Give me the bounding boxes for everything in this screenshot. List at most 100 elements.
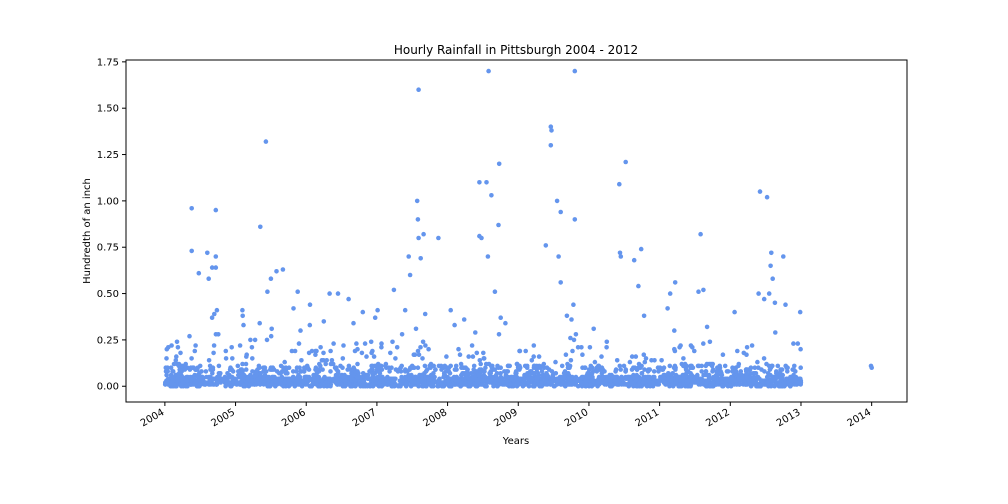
- data-point: [343, 382, 349, 387]
- data-point: [608, 382, 613, 387]
- data-point: [292, 348, 298, 354]
- x-tick-label: 2004: [139, 407, 167, 429]
- data-point: [539, 380, 544, 385]
- x-tick-label: 2006: [280, 407, 308, 429]
- data-point: [233, 378, 239, 384]
- data-point: [215, 380, 221, 385]
- data-point-notable: [295, 289, 301, 295]
- data-point: [341, 374, 346, 380]
- data-point: [504, 378, 509, 384]
- data-point-notable: [360, 309, 366, 315]
- data-point: [473, 330, 478, 335]
- data-point: [529, 358, 535, 363]
- data-point: [375, 307, 380, 313]
- data-point-notable: [701, 287, 706, 293]
- data-point: [448, 363, 454, 369]
- data-point: [415, 348, 421, 354]
- data-point: [673, 372, 679, 378]
- data-point: [412, 374, 418, 380]
- data-point: [783, 363, 788, 369]
- data-point: [618, 367, 623, 372]
- data-point: [340, 365, 345, 371]
- data-point: [409, 378, 415, 384]
- data-point: [328, 383, 333, 389]
- data-point: [273, 378, 278, 384]
- data-point: [627, 359, 633, 365]
- data-point: [772, 300, 778, 306]
- data-point: [665, 306, 670, 311]
- data-point-notable: [543, 243, 549, 248]
- data-point: [298, 369, 303, 374]
- data-point: [651, 369, 657, 374]
- data-point: [220, 378, 226, 384]
- data-point: [268, 365, 274, 371]
- data-point: [798, 365, 803, 371]
- x-tick-label: 2013: [775, 407, 803, 429]
- data-point: [204, 374, 209, 380]
- data-point-notable: [696, 289, 701, 295]
- data-point: [416, 352, 422, 358]
- data-point: [467, 380, 473, 385]
- data-point: [453, 363, 459, 369]
- data-point-notable: [485, 254, 491, 259]
- data-point: [463, 374, 469, 380]
- data-point: [282, 359, 288, 365]
- data-point: [645, 369, 651, 374]
- data-point: [662, 380, 668, 385]
- data-point: [704, 324, 710, 330]
- data-point-notable: [406, 254, 412, 259]
- data-point: [507, 363, 512, 369]
- data-point: [214, 307, 220, 313]
- data-point: [208, 382, 213, 387]
- data-point: [715, 369, 720, 374]
- data-point: [496, 365, 501, 371]
- data-point: [424, 367, 430, 372]
- data-point: [525, 380, 531, 385]
- data-point: [666, 371, 671, 376]
- data-point: [537, 365, 543, 371]
- data-point-notable: [572, 68, 578, 74]
- data-point-notable: [213, 207, 219, 213]
- data-point: [673, 380, 678, 385]
- data-point: [187, 333, 192, 339]
- data-point: [411, 365, 417, 371]
- data-point: [431, 363, 437, 369]
- data-point: [249, 345, 255, 350]
- data-point: [743, 382, 749, 387]
- data-point: [240, 307, 245, 313]
- data-point: [720, 383, 725, 389]
- data-point: [703, 383, 709, 389]
- data-point: [399, 374, 404, 380]
- data-point: [211, 350, 216, 356]
- data-point: [756, 383, 761, 389]
- data-point: [192, 348, 198, 354]
- data-point: [164, 372, 169, 378]
- x-tick-label: 2011: [634, 407, 662, 429]
- data-point: [314, 367, 320, 372]
- data-point: [647, 380, 652, 385]
- data-point: [264, 337, 270, 343]
- data-point: [239, 374, 245, 380]
- data-point: [720, 352, 726, 358]
- data-point: [313, 348, 318, 354]
- data-point: [566, 382, 572, 387]
- data-point: [659, 367, 665, 372]
- data-point: [754, 376, 760, 382]
- data-point: [294, 365, 300, 371]
- data-point: [599, 365, 605, 371]
- data-point: [576, 378, 581, 384]
- data-point: [397, 378, 403, 384]
- data-point: [718, 369, 723, 374]
- x-tick-label: 2005: [210, 407, 238, 429]
- data-point: [775, 363, 781, 369]
- data-point: [592, 359, 598, 365]
- data-point: [228, 365, 233, 371]
- data-point: [719, 372, 725, 378]
- data-point: [360, 371, 366, 376]
- data-point: [595, 380, 601, 385]
- data-point: [334, 365, 339, 371]
- y-tick-label: 1.75: [97, 57, 119, 68]
- x-axis-label: Years: [502, 436, 529, 447]
- data-point: [324, 358, 330, 363]
- data-point: [445, 367, 450, 372]
